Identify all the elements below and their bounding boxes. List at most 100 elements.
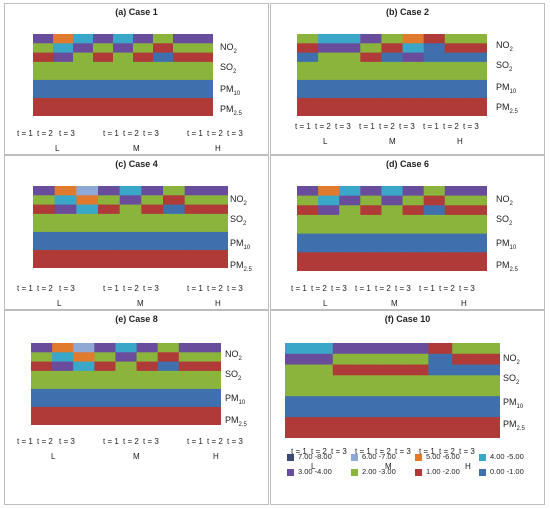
legend-label: 7.00 -8.00 (298, 452, 332, 461)
surface-cell (339, 186, 361, 197)
surface-cell (339, 242, 361, 253)
surface-cell (402, 97, 425, 108)
group-label: L (311, 462, 316, 471)
surface-cell (318, 106, 340, 116)
surface-cell (476, 364, 500, 376)
surface-cell (402, 186, 425, 197)
surface-cell (119, 258, 142, 268)
surface-cell (380, 406, 406, 418)
surface-cell (94, 343, 117, 353)
x-tick-label: t = 3 (395, 284, 411, 293)
surface-cell (423, 224, 446, 235)
group-label: H (215, 144, 221, 153)
surface-cell (33, 61, 54, 72)
surface-cell (54, 258, 77, 268)
surface-cell (318, 186, 340, 197)
surface-cell (163, 249, 186, 260)
x-tick-label: t = 2 (375, 447, 391, 456)
surface-cell (33, 88, 54, 99)
surface-cell (193, 70, 213, 81)
surface-cell (423, 195, 446, 206)
surface-cell (98, 231, 121, 242)
surface-cell (193, 52, 213, 63)
surface-cell (94, 352, 117, 363)
legend-entry: 6.00 -7.00 (351, 452, 396, 461)
surface-cell (465, 233, 487, 244)
surface-cell (402, 52, 425, 63)
x-tick-label: t = 3 (143, 437, 159, 446)
surface-cell (113, 79, 134, 90)
surface-cell (402, 61, 425, 72)
surface-cell (113, 61, 134, 72)
surface-cell (93, 88, 114, 99)
surface-cell (115, 406, 138, 417)
surface-cell (308, 427, 334, 438)
surface-cell (404, 385, 429, 397)
surface-cell (73, 361, 95, 372)
surface-cell (428, 396, 453, 408)
surface-cell (94, 379, 117, 390)
surface-cell (339, 106, 361, 116)
surface-cell (423, 70, 446, 81)
surface-cell (285, 417, 310, 429)
surface-cell (381, 88, 404, 99)
surface-cell (444, 79, 467, 90)
x-tick-label: t = 3 (459, 284, 475, 293)
surface-cell (141, 213, 164, 224)
surface-cell (153, 97, 174, 108)
x-tick-label: t = 2 (37, 284, 53, 293)
surface-cell (31, 388, 53, 399)
surface-cell (73, 343, 95, 353)
row-label: SO2 (496, 214, 513, 227)
surface-cell (380, 427, 406, 438)
x-tick-label: t = 2 (439, 284, 455, 293)
surface-cell (133, 43, 154, 54)
surface-cell (54, 231, 77, 242)
surface-cell (452, 364, 477, 376)
surface-cell (94, 397, 117, 408)
surface-cell (423, 34, 446, 44)
surface-cell (360, 186, 383, 197)
surface-cell (178, 388, 201, 399)
x-tick-label: t = 3 (335, 122, 351, 131)
surface-cell (452, 353, 477, 366)
surface-cell (318, 233, 340, 244)
surface-cell (381, 261, 404, 271)
x-tick-label: t = 1 (187, 284, 203, 293)
surface-cell (402, 252, 425, 263)
surface-cell (402, 70, 425, 81)
surface-cell (332, 406, 358, 418)
surface-cell (339, 261, 361, 271)
surface-cell (136, 406, 159, 417)
surface-cell (465, 97, 487, 108)
row-label: PM10 (503, 397, 524, 410)
surface-cell (339, 79, 361, 90)
surface-cell (297, 205, 319, 216)
surface-cell (356, 353, 382, 366)
surface-cell (444, 106, 467, 116)
surface-cell (157, 397, 180, 408)
surface-cell (54, 213, 77, 224)
surface-cell (285, 396, 310, 408)
surface-cell (73, 61, 94, 72)
surface-cell (178, 343, 201, 353)
legend-label: 4.00 -5.00 (490, 452, 524, 461)
surface-cell (452, 396, 477, 408)
surface-cell (93, 43, 114, 54)
surface-cell (318, 43, 340, 54)
surface-cell (31, 361, 53, 372)
surface-cell (141, 222, 164, 233)
surface-cell (157, 343, 180, 353)
surface-cell (444, 34, 467, 44)
surface-cell (423, 88, 446, 99)
surface-cell (33, 204, 56, 215)
surface-cell (402, 34, 425, 44)
surface-cell (93, 34, 114, 44)
row-label: PM10 (225, 393, 246, 406)
surface-cell (308, 396, 334, 408)
x-tick-label: t = 1 (291, 284, 307, 293)
surface-cell (53, 106, 74, 116)
surface-cell (184, 258, 207, 268)
surface-cell (465, 106, 487, 116)
surface-cell (184, 249, 207, 260)
